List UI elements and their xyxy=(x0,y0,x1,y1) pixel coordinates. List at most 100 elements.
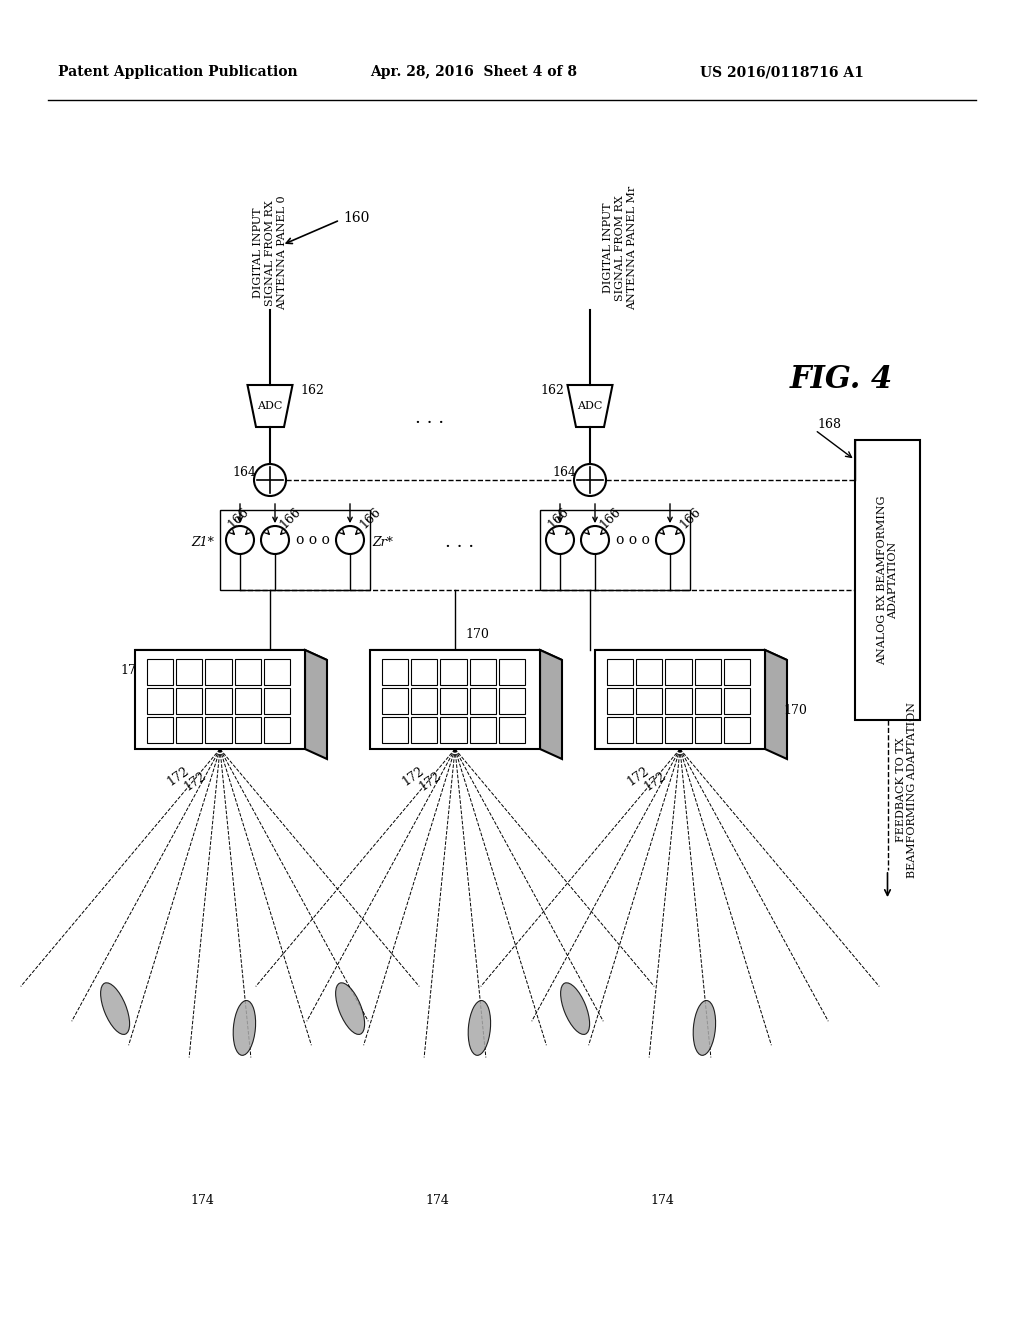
Bar xyxy=(540,510,690,590)
Bar xyxy=(666,688,691,714)
Bar xyxy=(147,688,173,714)
Text: 172: 172 xyxy=(165,764,191,788)
Bar xyxy=(607,717,633,743)
Text: . . .: . . . xyxy=(445,533,474,550)
Bar xyxy=(220,510,370,590)
Bar xyxy=(499,717,525,743)
Text: 168: 168 xyxy=(817,418,841,432)
Bar xyxy=(264,688,290,714)
Bar xyxy=(666,659,691,685)
Bar xyxy=(412,688,437,714)
Text: Z1*: Z1* xyxy=(191,536,214,549)
Bar xyxy=(440,688,467,714)
Polygon shape xyxy=(765,649,787,759)
Text: 160: 160 xyxy=(343,211,370,224)
Bar xyxy=(607,659,633,685)
Bar xyxy=(440,659,467,685)
Polygon shape xyxy=(370,649,562,660)
Text: ADC: ADC xyxy=(257,401,283,411)
Text: 166: 166 xyxy=(597,506,623,531)
Text: 166: 166 xyxy=(276,506,303,531)
Bar xyxy=(264,659,290,685)
Bar xyxy=(499,659,525,685)
Text: 164: 164 xyxy=(232,466,256,479)
Text: DIGITAL INPUT
SIGNAL FROM RX
ANTENNA PANEL 0: DIGITAL INPUT SIGNAL FROM RX ANTENNA PAN… xyxy=(253,195,287,310)
Text: 170: 170 xyxy=(465,628,488,642)
Ellipse shape xyxy=(233,1001,256,1056)
Bar xyxy=(147,659,173,685)
Polygon shape xyxy=(595,649,787,660)
Bar xyxy=(382,688,409,714)
Bar xyxy=(694,717,721,743)
Bar xyxy=(234,717,261,743)
Text: o o o: o o o xyxy=(615,533,649,546)
Polygon shape xyxy=(540,649,562,759)
Text: . . .: . . . xyxy=(416,409,444,426)
Text: 172: 172 xyxy=(642,768,669,793)
Ellipse shape xyxy=(336,983,365,1035)
Text: 166: 166 xyxy=(677,506,703,531)
Bar xyxy=(607,688,633,714)
Ellipse shape xyxy=(100,983,130,1035)
Text: 174: 174 xyxy=(425,1193,449,1206)
Bar xyxy=(636,688,663,714)
Text: Zr*: Zr* xyxy=(372,536,393,549)
Text: Apr. 28, 2016  Sheet 4 of 8: Apr. 28, 2016 Sheet 4 of 8 xyxy=(370,65,577,79)
Text: ADC: ADC xyxy=(578,401,603,411)
Bar xyxy=(666,717,691,743)
Bar xyxy=(206,717,231,743)
Text: 174: 174 xyxy=(650,1193,674,1206)
Bar xyxy=(147,717,173,743)
Text: 172: 172 xyxy=(400,764,427,788)
Text: 172: 172 xyxy=(625,764,652,788)
Bar xyxy=(176,717,203,743)
Polygon shape xyxy=(305,649,327,759)
Text: US 2016/0118716 A1: US 2016/0118716 A1 xyxy=(700,65,864,79)
Bar xyxy=(470,688,496,714)
Text: o o o: o o o xyxy=(296,533,330,546)
Bar xyxy=(382,659,409,685)
Bar xyxy=(470,659,496,685)
Polygon shape xyxy=(370,649,540,748)
Bar xyxy=(176,659,203,685)
Text: 170: 170 xyxy=(783,704,807,717)
Ellipse shape xyxy=(560,983,590,1035)
Bar xyxy=(724,717,750,743)
Bar xyxy=(636,659,663,685)
Bar xyxy=(694,659,721,685)
Bar xyxy=(234,659,261,685)
Ellipse shape xyxy=(693,1001,716,1056)
Polygon shape xyxy=(595,649,765,748)
Text: 162: 162 xyxy=(300,384,324,396)
Bar xyxy=(470,717,496,743)
Bar xyxy=(206,659,231,685)
Bar xyxy=(694,688,721,714)
Bar xyxy=(636,717,663,743)
Text: 172: 172 xyxy=(417,768,444,793)
Bar xyxy=(234,688,261,714)
Bar xyxy=(382,717,409,743)
Text: FEEDBACK TO TX
BEAMFORMING ADAPTATION: FEEDBACK TO TX BEAMFORMING ADAPTATION xyxy=(896,702,918,878)
Bar xyxy=(724,688,750,714)
Bar xyxy=(855,440,920,719)
Text: DIGITAL INPUT
SIGNAL FROM RX
ANTENNA PANEL Mr: DIGITAL INPUT SIGNAL FROM RX ANTENNA PAN… xyxy=(603,186,637,310)
Bar xyxy=(206,688,231,714)
Bar xyxy=(264,717,290,743)
Polygon shape xyxy=(135,649,305,748)
Text: 172: 172 xyxy=(182,768,209,793)
Text: 166: 166 xyxy=(357,506,383,531)
Bar xyxy=(412,717,437,743)
Text: 170: 170 xyxy=(120,664,144,676)
Text: 166: 166 xyxy=(225,506,251,531)
Text: FIG. 4: FIG. 4 xyxy=(790,364,893,396)
Bar xyxy=(412,659,437,685)
Ellipse shape xyxy=(468,1001,490,1056)
Bar xyxy=(440,717,467,743)
Text: 166: 166 xyxy=(545,506,571,531)
Bar xyxy=(499,688,525,714)
Text: Patent Application Publication: Patent Application Publication xyxy=(58,65,298,79)
Text: 162: 162 xyxy=(540,384,564,396)
Text: ANALOG RX BEAMFORMING
ADAPTATION: ANALOG RX BEAMFORMING ADAPTATION xyxy=(877,495,898,665)
Bar xyxy=(176,688,203,714)
Bar xyxy=(724,659,750,685)
